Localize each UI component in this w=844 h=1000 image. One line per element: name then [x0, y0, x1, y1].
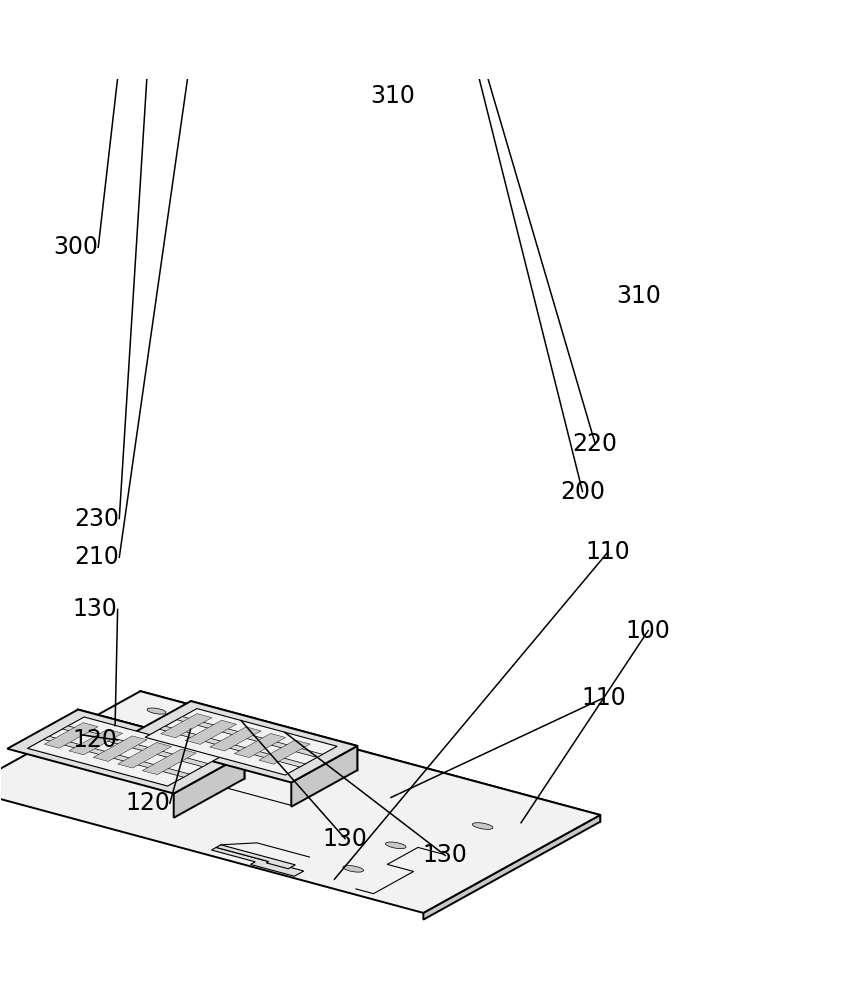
Polygon shape [472, 823, 492, 829]
Polygon shape [176, 717, 322, 757]
Polygon shape [216, 845, 295, 869]
Polygon shape [174, 754, 244, 818]
Polygon shape [258, 740, 310, 764]
Text: 130: 130 [73, 597, 117, 621]
Text: 110: 110 [581, 686, 625, 710]
Text: 130: 130 [322, 827, 367, 851]
Polygon shape [147, 708, 165, 714]
Polygon shape [125, 701, 357, 782]
Text: 220: 220 [572, 432, 617, 456]
Polygon shape [160, 714, 212, 738]
Polygon shape [93, 736, 147, 761]
Polygon shape [62, 726, 208, 767]
Polygon shape [28, 717, 224, 786]
Polygon shape [160, 726, 305, 767]
Polygon shape [185, 720, 236, 744]
Text: 120: 120 [125, 791, 170, 815]
Text: 110: 110 [585, 540, 630, 564]
Polygon shape [291, 746, 357, 807]
Polygon shape [191, 701, 357, 770]
Text: 200: 200 [560, 480, 604, 504]
Text: 310: 310 [371, 84, 415, 108]
Polygon shape [145, 709, 337, 775]
Text: 210: 210 [74, 545, 119, 569]
Text: 130: 130 [422, 843, 467, 867]
Text: 230: 230 [74, 507, 119, 531]
Polygon shape [0, 691, 599, 913]
Text: 310: 310 [615, 284, 660, 308]
Polygon shape [44, 723, 98, 748]
Polygon shape [8, 710, 244, 794]
Polygon shape [423, 815, 599, 920]
Polygon shape [68, 729, 122, 755]
Text: 100: 100 [625, 619, 670, 643]
Text: 120: 120 [73, 728, 117, 752]
Polygon shape [211, 847, 303, 876]
Polygon shape [78, 710, 244, 779]
Polygon shape [44, 736, 189, 777]
Text: 300: 300 [53, 235, 98, 259]
Polygon shape [209, 727, 261, 751]
Polygon shape [142, 749, 196, 775]
Polygon shape [385, 842, 405, 849]
Polygon shape [140, 691, 599, 822]
Polygon shape [117, 742, 171, 768]
Polygon shape [234, 733, 285, 758]
Polygon shape [343, 865, 363, 872]
